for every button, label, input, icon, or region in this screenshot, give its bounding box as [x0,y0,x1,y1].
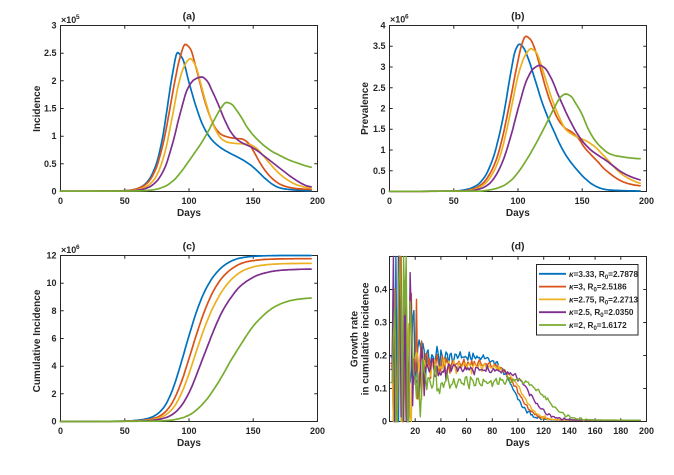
svg-text:8: 8 [51,306,56,316]
svg-text:0.5: 0.5 [44,159,57,169]
svg-text:3: 3 [380,62,385,72]
svg-text:1.5: 1.5 [373,124,386,134]
svg-text:60: 60 [462,426,472,436]
svg-text:2: 2 [380,104,385,114]
svg-text:κ=3, R0=2.5186: κ=3, R0=2.5186 [569,283,627,294]
svg-text:5: 5 [76,14,80,21]
svg-text:Cumulative Incidence: Cumulative Incidence [32,289,43,392]
svg-text:50: 50 [120,196,130,206]
svg-text:10: 10 [46,278,56,288]
svg-text:Days: Days [506,208,530,219]
svg-text:×10: ×10 [390,15,405,25]
svg-text:0.3: 0.3 [374,318,387,328]
svg-text:(a): (a) [183,11,196,23]
svg-text:(d): (d) [511,241,524,253]
svg-text:4: 4 [51,361,56,371]
svg-text:Days: Days [506,438,530,449]
svg-text:200: 200 [639,426,654,436]
svg-text:200: 200 [639,196,654,206]
svg-text:100: 100 [181,196,196,206]
svg-text:4: 4 [380,21,385,31]
svg-text:20: 20 [410,426,420,436]
svg-text:0.5: 0.5 [373,166,386,176]
svg-text:150: 150 [246,426,261,436]
svg-text:0: 0 [382,417,387,427]
svg-text:3: 3 [51,21,56,31]
svg-text:κ=2, R0=1.6172: κ=2, R0=1.6172 [569,321,627,332]
svg-text:κ=2.5, R0=2.0350: κ=2.5, R0=2.0350 [569,308,634,319]
svg-text:×10: ×10 [61,15,76,25]
svg-text:0: 0 [380,187,385,197]
svg-text:80: 80 [487,426,497,436]
svg-text:×10: ×10 [61,245,76,255]
svg-text:0: 0 [51,417,56,427]
svg-text:0.2: 0.2 [374,351,387,361]
svg-text:(b): (b) [511,11,524,23]
svg-text:2.5: 2.5 [373,83,386,93]
svg-text:2: 2 [51,76,56,86]
svg-text:140: 140 [562,426,577,436]
svg-text:6: 6 [76,244,80,251]
svg-text:200: 200 [310,196,325,206]
svg-text:Incidence: Incidence [32,85,43,132]
svg-text:Days: Days [177,208,201,219]
svg-text:κ=2.75, R0=2.2713: κ=2.75, R0=2.2713 [569,295,638,306]
svg-text:150: 150 [575,196,590,206]
svg-text:180: 180 [613,426,628,436]
svg-text:12: 12 [46,251,56,261]
svg-text:1: 1 [51,131,56,141]
svg-text:0.4: 0.4 [374,285,387,295]
svg-text:Days: Days [177,438,201,449]
svg-text:3.5: 3.5 [373,41,386,51]
svg-text:100: 100 [510,196,525,206]
svg-text:6: 6 [51,334,56,344]
svg-text:2.5: 2.5 [44,48,57,58]
svg-text:200: 200 [310,426,325,436]
svg-text:160: 160 [588,426,603,436]
svg-text:50: 50 [449,196,459,206]
svg-text:0: 0 [58,196,63,206]
svg-text:0: 0 [387,196,392,206]
svg-text:1.5: 1.5 [44,104,57,114]
svg-text:(c): (c) [183,241,196,253]
svg-text:150: 150 [246,196,261,206]
svg-text:0: 0 [58,426,63,436]
svg-text:κ=3.33, R0=2.7878: κ=3.33, R0=2.7878 [569,270,638,281]
svg-text:2: 2 [51,389,56,399]
svg-text:0.1: 0.1 [374,384,387,394]
svg-text:Growth rate: Growth rate [350,311,361,368]
svg-text:Prevalence: Prevalence [360,82,371,135]
svg-text:100: 100 [181,426,196,436]
svg-text:in cumulative incidence: in cumulative incidence [360,282,371,395]
svg-text:40: 40 [436,426,446,436]
svg-text:1: 1 [380,145,385,155]
svg-text:100: 100 [510,426,525,436]
svg-text:6: 6 [405,14,409,21]
svg-text:0: 0 [51,187,56,197]
svg-text:50: 50 [120,426,130,436]
svg-text:120: 120 [536,426,551,436]
